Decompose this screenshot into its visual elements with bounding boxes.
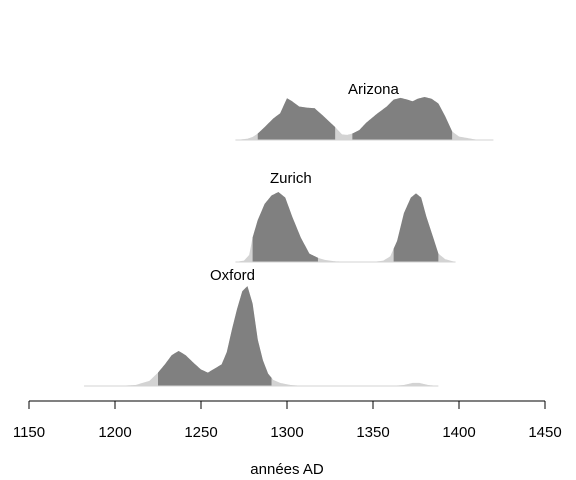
arizona-interval-1 <box>258 98 335 140</box>
oxford-series: Oxford <box>84 267 438 386</box>
x-tick-label-1150: 1150 <box>13 424 45 441</box>
plot-area: Arizona Zurich Oxford <box>84 81 493 386</box>
x-tick-label-1350: 1350 <box>356 424 389 441</box>
x-axis-label: années AD <box>250 461 324 478</box>
arizona-series: Arizona <box>235 81 493 140</box>
oxford-label: Oxford <box>210 267 255 284</box>
x-tick-label-1200: 1200 <box>98 424 131 441</box>
x-axis: 1150 1200 1250 1300 1350 1400 1450 <box>13 401 562 441</box>
zurich-interval-2 <box>394 193 439 262</box>
zurich-series: Zurich <box>235 170 455 262</box>
arizona-label: Arizona <box>348 81 400 98</box>
zurich-label: Zurich <box>270 170 312 187</box>
x-tick-label-1400: 1400 <box>442 424 475 441</box>
zurich-interval-1 <box>253 192 318 262</box>
arizona-interval-2 <box>352 97 452 140</box>
x-tick-label-1450: 1450 <box>528 424 561 441</box>
oxford-interval-1 <box>158 286 272 386</box>
x-tick-label-1250: 1250 <box>184 424 217 441</box>
x-tick-label-1300: 1300 <box>270 424 303 441</box>
